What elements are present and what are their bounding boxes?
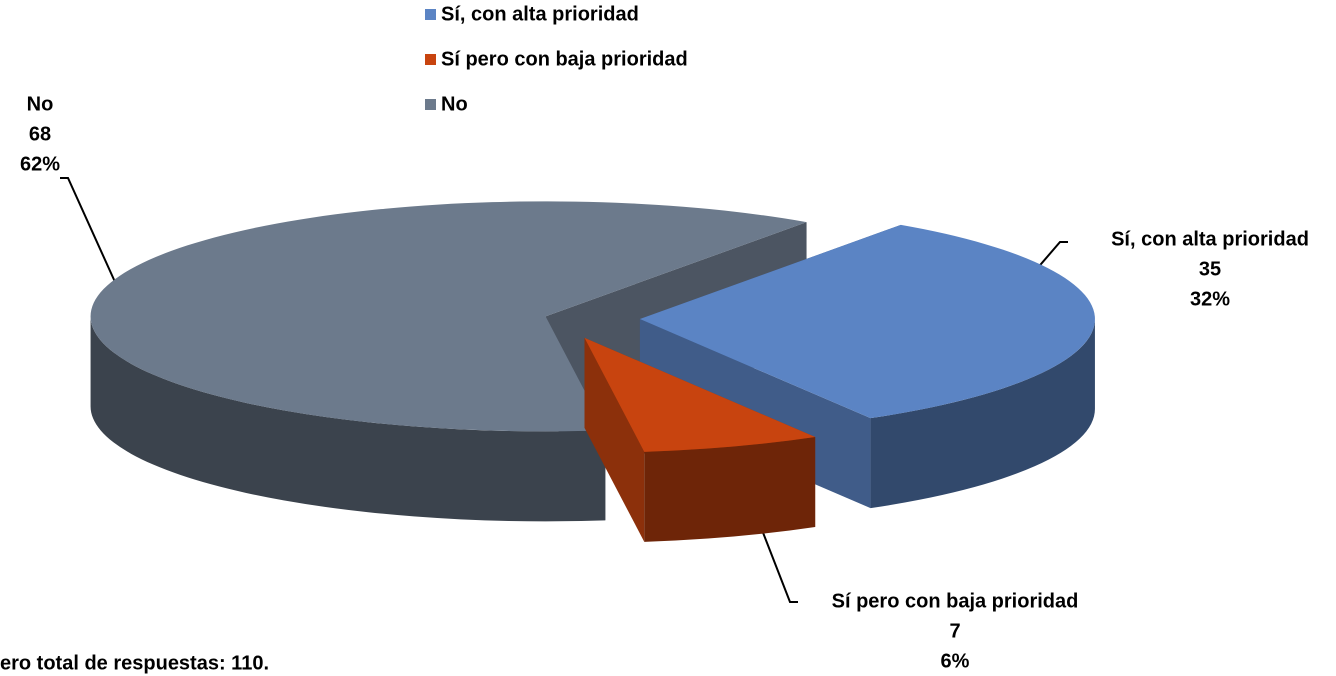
slice-side xyxy=(870,319,1095,509)
legend-label: Sí pero con baja prioridad xyxy=(441,48,688,70)
data-label-name: Sí pero con baja prioridad xyxy=(832,590,1079,612)
data-label-value: 68 xyxy=(29,123,51,145)
legend-label: Sí, con alta prioridad xyxy=(441,3,639,25)
slice xyxy=(639,224,1095,419)
data-label-percent: 32% xyxy=(1190,288,1230,310)
legend-label: No xyxy=(441,93,468,115)
legend-swatch xyxy=(425,54,436,65)
data-label-value: 35 xyxy=(1199,258,1221,280)
leader-line xyxy=(60,177,121,294)
data-label-percent: 62% xyxy=(20,153,60,175)
slice-side xyxy=(584,337,645,542)
footnote: ero total de respuestas: 110. xyxy=(0,652,269,674)
slice-side xyxy=(644,436,816,542)
legend-swatch xyxy=(425,9,436,20)
legend-swatch xyxy=(425,99,436,110)
data-label-value: 7 xyxy=(949,620,960,642)
slice-side xyxy=(90,316,606,522)
leader-line xyxy=(761,529,798,603)
data-label-name: Sí, con alta prioridad xyxy=(1111,228,1309,250)
slice xyxy=(90,201,807,432)
data-label-name: No xyxy=(27,93,54,115)
slice xyxy=(584,337,816,452)
data-label-percent: 6% xyxy=(941,650,970,672)
